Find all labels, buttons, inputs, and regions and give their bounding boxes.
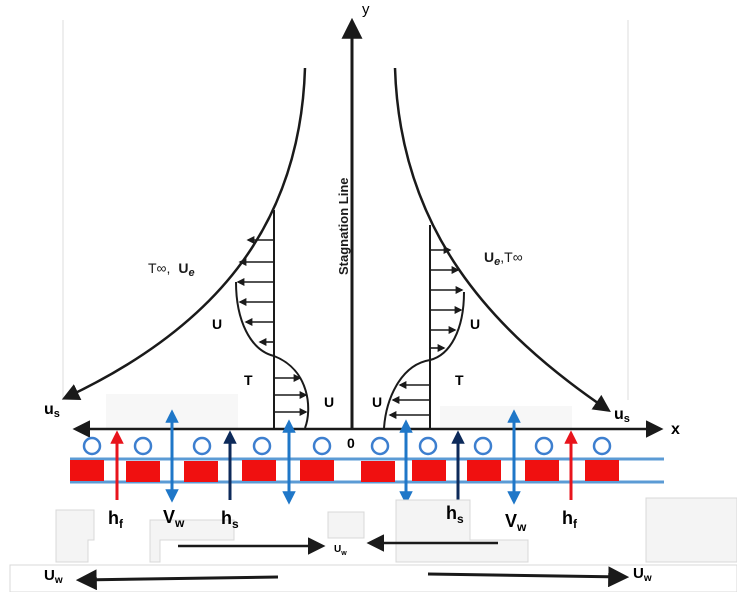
outer-right-uw-label: Uw	[633, 565, 652, 584]
outer-right-uw-arrow	[427, 566, 630, 588]
outer-left-uw-arrow	[75, 569, 279, 591]
inner-uw-label: Uw	[334, 544, 347, 557]
right-temperature-profile	[383, 359, 431, 429]
left-us-label: us	[44, 401, 60, 420]
left-hf-label: hf	[108, 508, 124, 531]
x-axis-label: x	[671, 421, 680, 438]
right-free-stream-label: Ue,T∞	[484, 249, 523, 268]
left-free-stream-label: T∞, Ue	[148, 260, 195, 279]
right-us-label: us	[614, 406, 630, 425]
nanoparticle-circles	[82, 436, 612, 456]
right-outer-streamline	[393, 67, 611, 412]
right-t-label: T	[455, 372, 464, 388]
left-hs-label: hs	[221, 508, 239, 531]
left-outer-streamline	[61, 67, 307, 400]
left-vw-label: Vw	[163, 507, 185, 530]
heated-blocks	[70, 460, 619, 482]
left-temperature-profile	[273, 355, 310, 429]
left-t-label: T	[244, 372, 253, 388]
right-u-label-upper: U	[470, 316, 480, 332]
right-velocity-profile	[429, 225, 465, 428]
right-surface-patch	[440, 406, 572, 428]
stagnation-line-label: Stagnation Line	[336, 178, 351, 276]
left-u-label-upper: U	[212, 316, 222, 332]
right-hf-label: hf	[562, 508, 578, 531]
lower-step-decorations	[9, 497, 737, 592]
y-axis-label: y	[362, 1, 370, 18]
left-u-label-lower: U	[324, 394, 334, 410]
outer-left-uw-label: Uw	[44, 567, 63, 586]
right-vw-label: Vw	[505, 511, 527, 534]
origin-label: 0	[347, 435, 355, 451]
left-velocity-profile	[235, 210, 275, 428]
right-hs-label: hs	[446, 503, 464, 526]
right-u-label-lower: U	[372, 394, 382, 410]
